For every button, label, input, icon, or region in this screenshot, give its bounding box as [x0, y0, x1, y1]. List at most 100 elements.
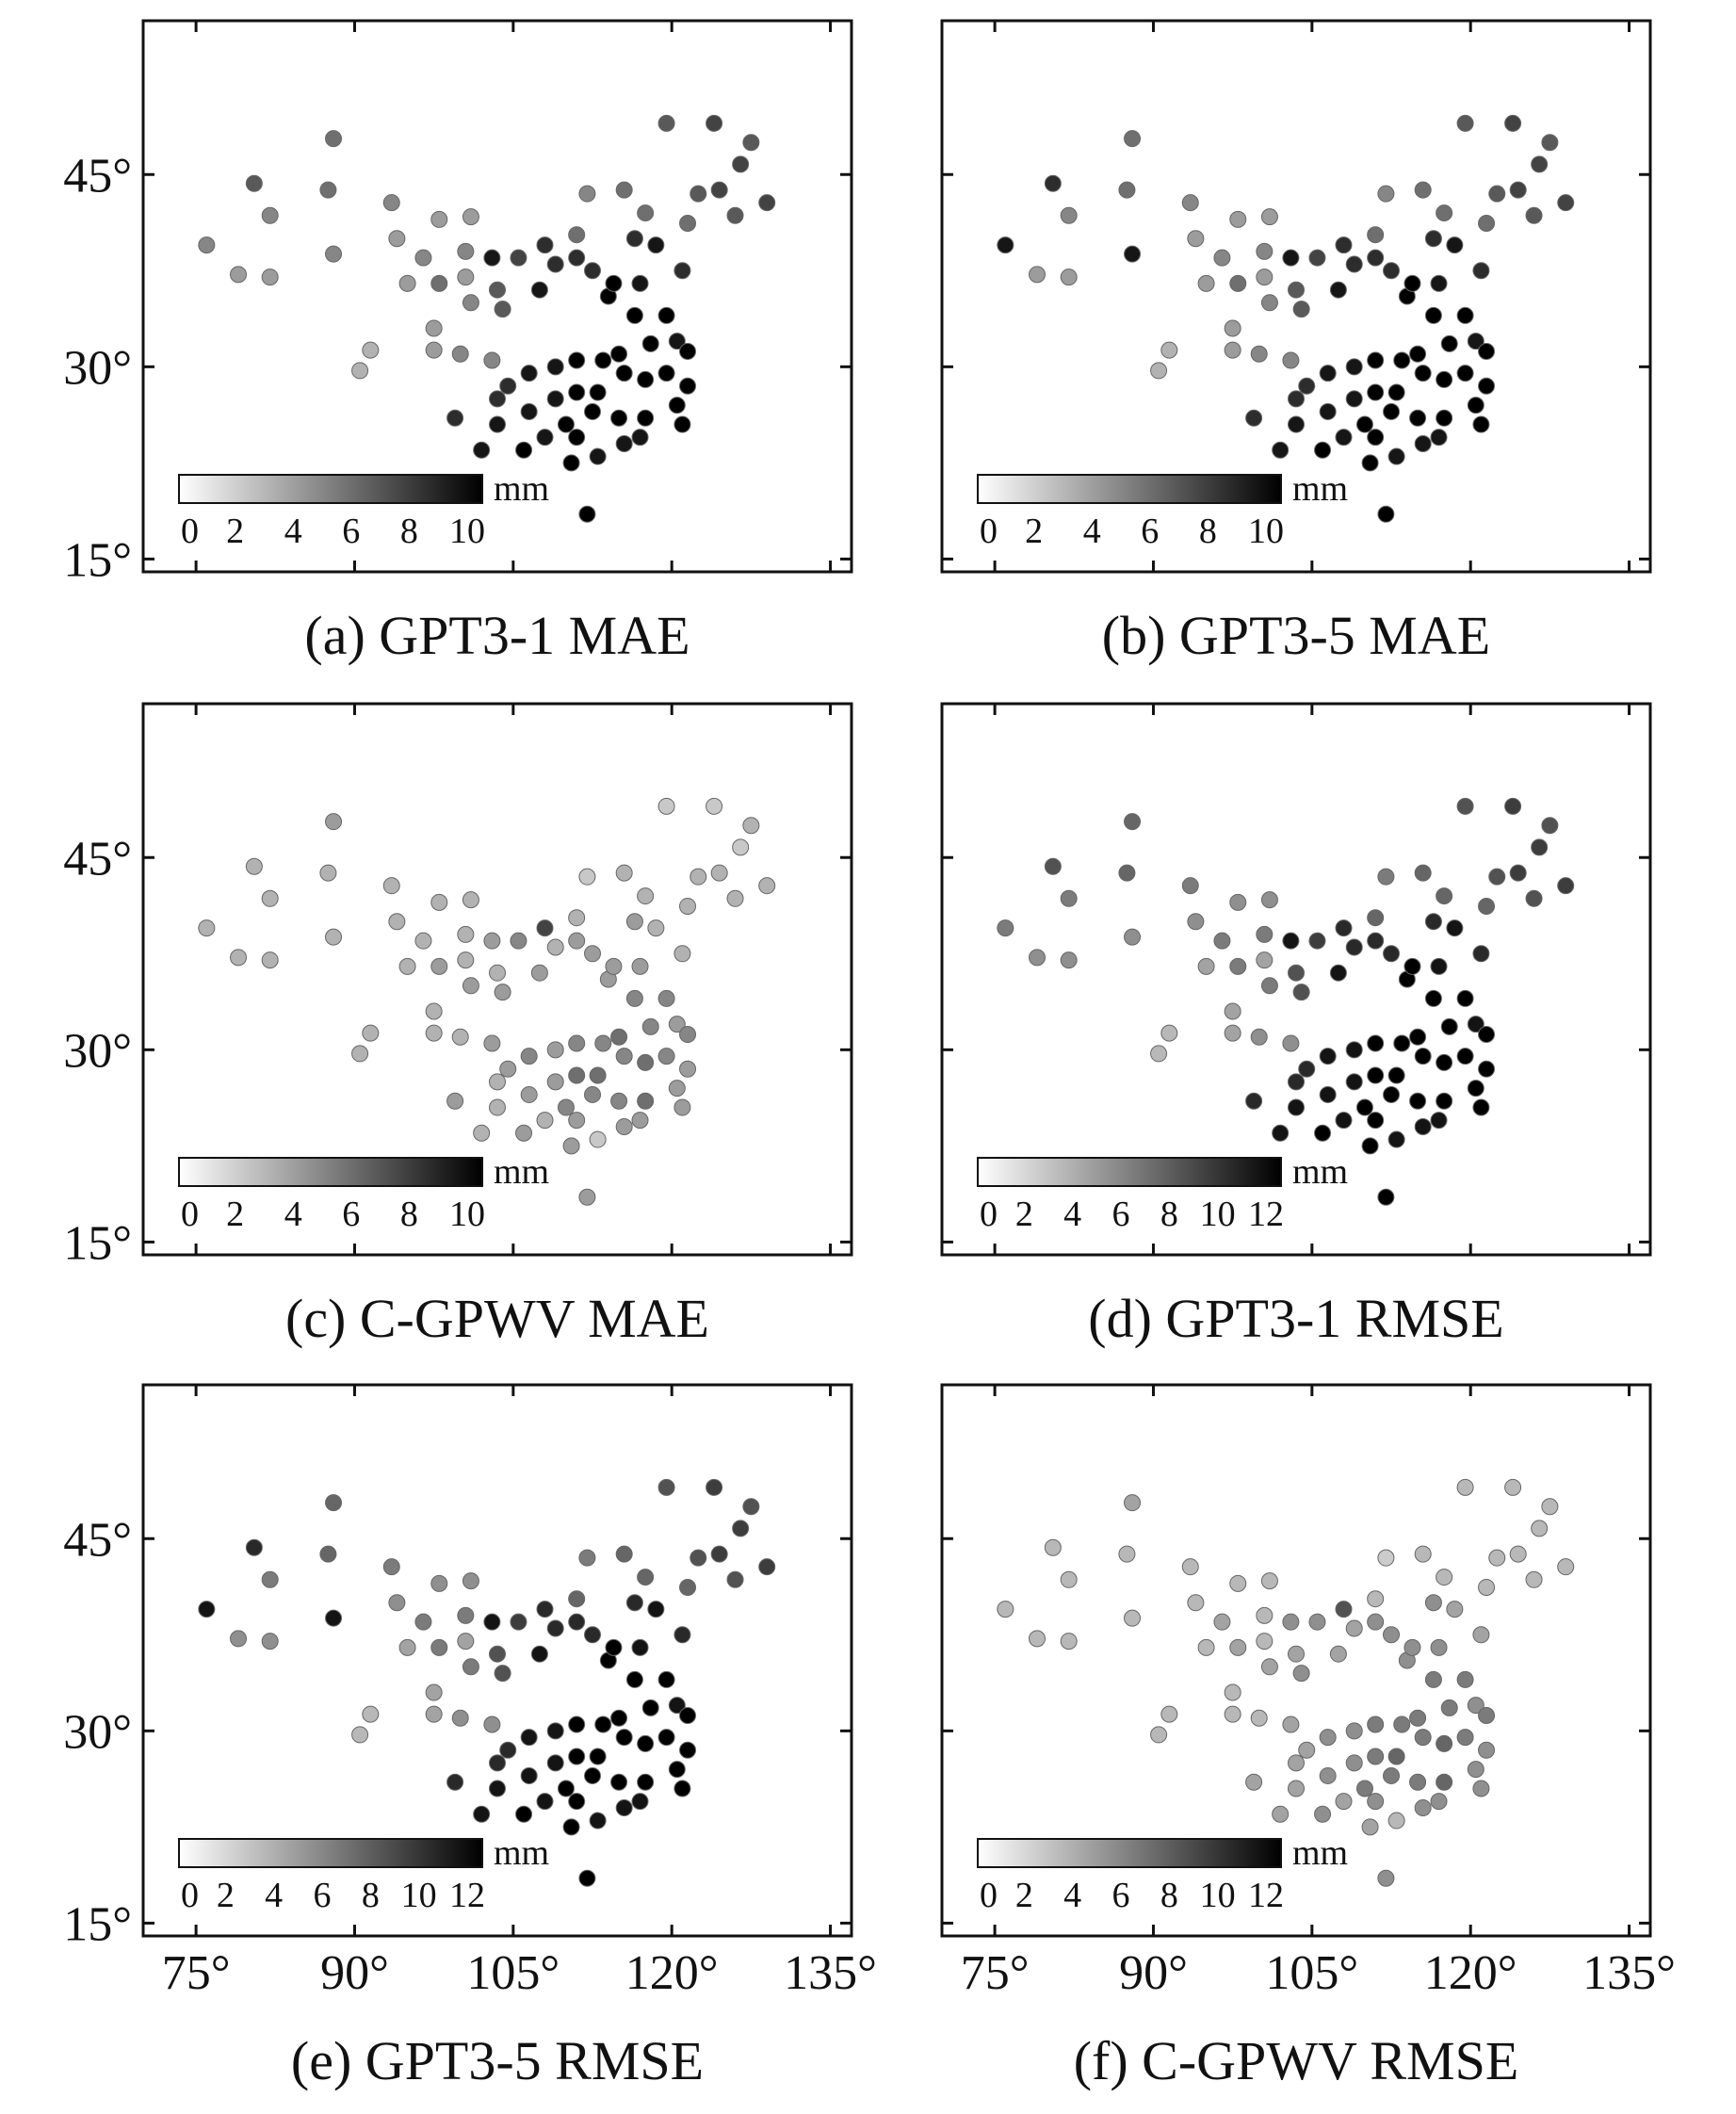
station-marker — [1044, 857, 1062, 875]
station-marker — [325, 1609, 343, 1627]
station-marker — [1414, 864, 1432, 882]
station-marker — [637, 1053, 655, 1071]
station-marker — [668, 1697, 686, 1715]
station-marker — [641, 1017, 659, 1035]
station-marker — [568, 429, 586, 447]
station-marker — [325, 813, 343, 831]
station-marker — [1282, 249, 1300, 267]
station-marker — [489, 964, 506, 982]
station-marker — [690, 185, 707, 203]
colorbar — [178, 1157, 483, 1187]
colorbar-tick-label: 8 — [1160, 1876, 1178, 1915]
station-marker — [679, 1578, 697, 1596]
station-marker — [1456, 365, 1474, 382]
station-marker — [1345, 1619, 1363, 1637]
station-marker — [1440, 334, 1458, 352]
station-marker — [758, 194, 776, 212]
station-marker — [625, 989, 643, 1007]
station-marker — [462, 1658, 479, 1676]
station-marker — [1440, 1699, 1458, 1716]
station-marker — [1319, 1729, 1337, 1747]
station-marker — [615, 1545, 633, 1563]
station-marker — [483, 932, 501, 950]
station-marker — [1409, 1092, 1427, 1110]
station-marker — [594, 351, 612, 369]
station-marker — [510, 932, 527, 950]
station-marker — [589, 383, 607, 401]
station-marker — [319, 1545, 337, 1563]
station-marker — [1456, 1478, 1474, 1496]
station-marker — [1361, 1818, 1379, 1836]
station-marker — [605, 1638, 623, 1656]
station-marker — [1292, 1665, 1310, 1683]
station-marker — [1377, 1869, 1395, 1887]
station-marker — [245, 857, 263, 875]
station-marker — [1345, 390, 1363, 408]
station-marker — [631, 1112, 649, 1130]
station-marker — [1308, 932, 1326, 950]
station-marker — [997, 919, 1014, 937]
station-marker — [1430, 1638, 1448, 1656]
station-marker — [997, 1601, 1014, 1618]
station-marker — [1367, 1590, 1385, 1608]
station-marker — [594, 1716, 612, 1733]
station-marker — [1436, 1092, 1453, 1110]
station-marker — [615, 181, 633, 199]
map-panel: 45° 30° 15° mm 0 2 4 6 8 10 (c) C-GPWV MAE — [63, 702, 853, 1349]
station-marker — [462, 891, 479, 909]
station-marker — [1029, 266, 1046, 284]
station-marker — [1393, 1716, 1411, 1733]
station-marker — [1424, 989, 1442, 1007]
station-marker — [446, 409, 464, 427]
station-marker — [515, 441, 533, 459]
station-marker — [1367, 226, 1385, 244]
y-tick-label: 45° — [63, 832, 132, 886]
station-marker — [1525, 889, 1543, 907]
station-marker — [1478, 343, 1496, 360]
y-tick-label: 15° — [63, 1216, 132, 1270]
station-marker — [1367, 1716, 1385, 1733]
colorbar-tick-label: 4 — [1083, 512, 1101, 551]
station-marker — [546, 255, 564, 273]
station-marker — [1355, 1780, 1373, 1797]
colorbar — [178, 1838, 483, 1868]
station-marker — [1150, 1045, 1168, 1063]
station-marker — [261, 1633, 279, 1651]
station-marker — [1260, 977, 1278, 995]
station-marker — [398, 1638, 416, 1656]
station-marker — [1245, 1773, 1263, 1791]
station-marker — [489, 1780, 506, 1797]
station-marker — [615, 434, 633, 452]
y-tick-label: 30° — [63, 1705, 132, 1759]
station-marker — [1282, 351, 1300, 369]
station-marker — [1288, 281, 1305, 299]
station-marker — [657, 1478, 675, 1496]
station-marker — [414, 1613, 432, 1631]
station-marker — [1387, 1066, 1405, 1084]
colorbar — [977, 474, 1282, 504]
station-marker — [483, 1034, 501, 1052]
station-marker — [520, 1048, 538, 1065]
station-marker — [1409, 1028, 1427, 1046]
colorbar-tick-label: 4 — [1063, 1195, 1081, 1234]
colorbar — [977, 1838, 1282, 1868]
station-marker — [1478, 377, 1496, 395]
station-marker — [568, 1112, 586, 1130]
station-marker — [589, 1748, 607, 1765]
station-marker — [1124, 130, 1142, 148]
station-marker — [520, 365, 538, 382]
panel-caption: (d) GPT3-1 RMSE — [1088, 1288, 1503, 1349]
station-marker — [568, 1034, 586, 1052]
station-marker — [1124, 928, 1142, 946]
station-marker — [520, 1729, 538, 1747]
x-tick-label: 120° — [625, 1946, 719, 2000]
station-marker — [1224, 1705, 1241, 1723]
station-marker — [1319, 365, 1337, 382]
station-marker — [637, 1734, 655, 1752]
station-marker — [706, 114, 723, 132]
station-marker — [494, 1665, 511, 1683]
station-marker — [589, 447, 607, 465]
station-marker — [1250, 1709, 1268, 1727]
station-marker — [388, 913, 406, 931]
station-marker — [1288, 1098, 1305, 1116]
